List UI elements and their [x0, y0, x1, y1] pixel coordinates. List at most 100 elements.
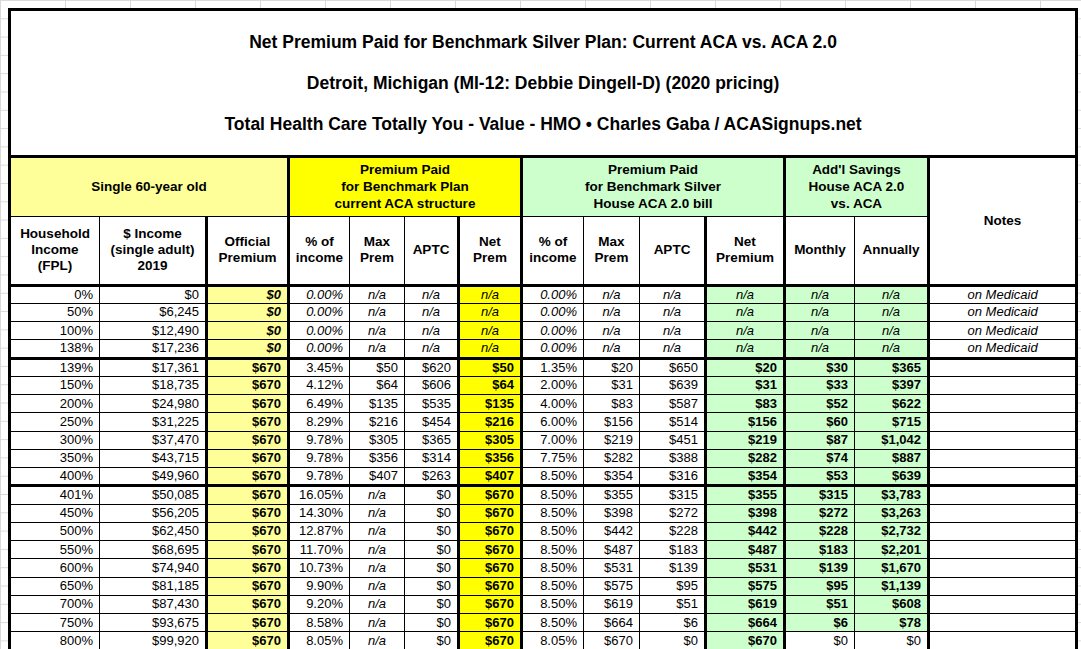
cell-aca2-pct-income[interactable]: 6.00% [522, 413, 584, 431]
cell-note[interactable] [929, 614, 1077, 632]
cell-savings-annually[interactable]: n/a [855, 285, 929, 303]
cell-aca-aptc[interactable]: n/a [405, 303, 459, 321]
cell-aca-net-prem[interactable]: $670 [459, 577, 522, 595]
cell-note[interactable] [929, 559, 1077, 577]
cell-savings-monthly[interactable]: n/a [785, 303, 855, 321]
cell-income[interactable]: $17,236 [100, 340, 207, 358]
cell-aca2-aptc[interactable]: $451 [640, 431, 706, 449]
cell-aca-max-prem[interactable]: $64 [350, 376, 405, 394]
cell-aca2-max-prem[interactable]: $442 [584, 522, 640, 540]
cell-aca2-aptc[interactable]: $51 [640, 595, 706, 613]
cell-savings-annually[interactable]: n/a [855, 322, 929, 340]
cell-savings-monthly[interactable]: $183 [785, 541, 855, 559]
cell-aca2-net-premium[interactable]: $31 [706, 376, 785, 394]
group-header-aca2[interactable]: Premium Paid for Benchmark Silver House … [522, 156, 785, 216]
cell-aca2-max-prem[interactable]: $670 [584, 632, 640, 649]
cell-fpl[interactable]: 650% [10, 577, 100, 595]
cell-note[interactable] [929, 632, 1077, 649]
cell-aca-aptc[interactable]: n/a [405, 340, 459, 358]
cell-aca-aptc[interactable]: $365 [405, 431, 459, 449]
cell-fpl[interactable]: 400% [10, 468, 100, 486]
cell-fpl[interactable]: 600% [10, 559, 100, 577]
cell-aca-max-prem[interactable]: $407 [350, 468, 405, 486]
cell-savings-annually[interactable]: $639 [855, 468, 929, 486]
cell-aca2-aptc[interactable]: $388 [640, 449, 706, 467]
cell-aca-max-prem[interactable]: $356 [350, 449, 405, 467]
cell-aca-pct-income[interactable]: 8.29% [289, 413, 350, 431]
cell-aca-net-prem[interactable]: $216 [459, 413, 522, 431]
cell-income[interactable]: $99,920 [100, 632, 207, 649]
cell-aca-aptc[interactable]: $314 [405, 449, 459, 467]
cell-fpl[interactable]: 300% [10, 431, 100, 449]
cell-aca-max-prem[interactable]: n/a [350, 595, 405, 613]
cell-aca2-max-prem[interactable]: $354 [584, 468, 640, 486]
cell-fpl[interactable]: 0% [10, 285, 100, 303]
cell-savings-annually[interactable]: $397 [855, 376, 929, 394]
cell-income[interactable]: $18,735 [100, 376, 207, 394]
cell-aca-max-prem[interactable]: n/a [350, 504, 405, 522]
cell-official-premium[interactable]: $670 [207, 413, 289, 431]
cell-aca-net-prem[interactable]: n/a [459, 340, 522, 358]
cell-income[interactable]: $81,185 [100, 577, 207, 595]
col-header-fpl[interactable]: Household Income (FPL) [10, 216, 100, 285]
cell-aca-pct-income[interactable]: 4.12% [289, 376, 350, 394]
cell-aca2-net-premium[interactable]: $487 [706, 541, 785, 559]
cell-note[interactable]: on Medicaid [929, 322, 1077, 340]
cell-aca-net-prem[interactable]: $305 [459, 431, 522, 449]
cell-note[interactable] [929, 504, 1077, 522]
cell-aca-max-prem[interactable]: $305 [350, 431, 405, 449]
cell-aca-max-prem[interactable]: n/a [350, 486, 405, 504]
cell-aca2-max-prem[interactable]: $531 [584, 559, 640, 577]
cell-income[interactable]: $24,980 [100, 395, 207, 413]
cell-aca2-max-prem[interactable]: $31 [584, 376, 640, 394]
cell-aca2-net-premium[interactable]: $398 [706, 504, 785, 522]
cell-aca2-aptc[interactable]: $316 [640, 468, 706, 486]
cell-savings-monthly[interactable]: n/a [785, 322, 855, 340]
cell-aca-net-prem[interactable]: $50 [459, 358, 522, 376]
cell-savings-monthly[interactable]: $52 [785, 395, 855, 413]
cell-income[interactable]: $12,490 [100, 322, 207, 340]
notes-column-header[interactable]: Notes [929, 156, 1077, 285]
group-header-addl-savings[interactable]: Add'l Savings House ACA 2.0 vs. ACA [785, 156, 929, 216]
cell-official-premium[interactable]: $0 [207, 322, 289, 340]
cell-aca-net-prem[interactable]: n/a [459, 303, 522, 321]
cell-aca2-max-prem[interactable]: $398 [584, 504, 640, 522]
cell-aca2-pct-income[interactable]: 8.05% [522, 632, 584, 649]
cell-savings-annually[interactable]: n/a [855, 340, 929, 358]
cell-fpl[interactable]: 401% [10, 486, 100, 504]
cell-aca-aptc[interactable]: $0 [405, 559, 459, 577]
cell-aca2-net-premium[interactable]: $664 [706, 614, 785, 632]
cell-aca2-net-premium[interactable]: $355 [706, 486, 785, 504]
cell-aca-aptc[interactable]: $0 [405, 504, 459, 522]
cell-note[interactable] [929, 486, 1077, 504]
cell-savings-monthly[interactable]: n/a [785, 285, 855, 303]
cell-aca-max-prem[interactable]: n/a [350, 285, 405, 303]
cell-aca-aptc[interactable]: $0 [405, 486, 459, 504]
cell-aca2-pct-income[interactable]: 8.50% [522, 541, 584, 559]
cell-savings-annually[interactable]: $1,670 [855, 559, 929, 577]
cell-aca-max-prem[interactable]: n/a [350, 614, 405, 632]
cell-fpl[interactable]: 500% [10, 522, 100, 540]
cell-note[interactable]: on Medicaid [929, 285, 1077, 303]
cell-savings-monthly[interactable]: $315 [785, 486, 855, 504]
col-header-aca2-aptc[interactable]: APTC [640, 216, 706, 285]
cell-aca-net-prem[interactable]: $64 [459, 376, 522, 394]
cell-aca-max-prem[interactable]: n/a [350, 577, 405, 595]
cell-aca-net-prem[interactable]: n/a [459, 322, 522, 340]
cell-aca-max-prem[interactable]: n/a [350, 522, 405, 540]
cell-savings-annually[interactable]: $0 [855, 632, 929, 649]
cell-fpl[interactable]: 200% [10, 395, 100, 413]
cell-note[interactable] [929, 522, 1077, 540]
cell-aca-pct-income[interactable]: 9.20% [289, 595, 350, 613]
cell-aca2-pct-income[interactable]: 8.50% [522, 522, 584, 540]
cell-aca2-max-prem[interactable]: $83 [584, 395, 640, 413]
cell-income[interactable]: $87,430 [100, 595, 207, 613]
cell-fpl[interactable]: 100% [10, 322, 100, 340]
cell-aca2-pct-income[interactable]: 8.50% [522, 595, 584, 613]
cell-aca-aptc[interactable]: $0 [405, 522, 459, 540]
cell-savings-monthly[interactable]: $139 [785, 559, 855, 577]
cell-aca-pct-income[interactable]: 9.78% [289, 468, 350, 486]
cell-aca2-net-premium[interactable]: n/a [706, 303, 785, 321]
cell-aca2-aptc[interactable]: $514 [640, 413, 706, 431]
cell-aca-max-prem[interactable]: n/a [350, 559, 405, 577]
